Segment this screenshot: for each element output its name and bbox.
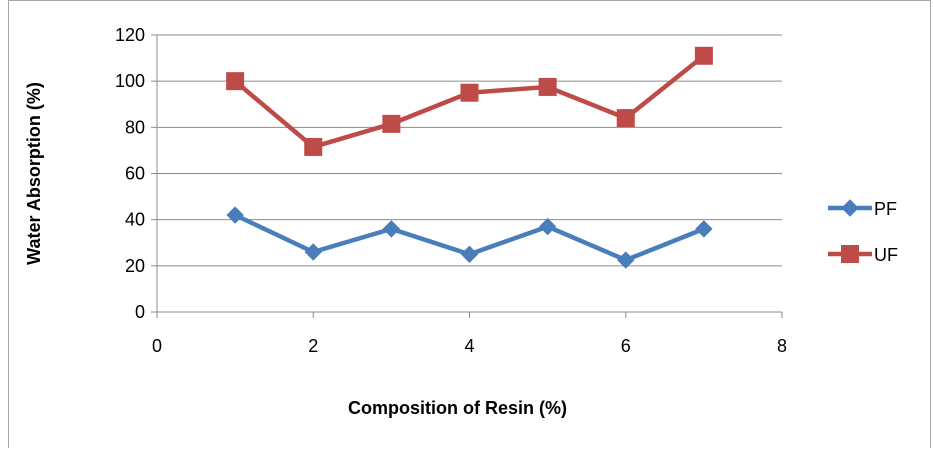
y-tick-label-40: 40	[125, 210, 145, 230]
axes	[151, 34, 783, 318]
y-tick-label-60: 60	[125, 164, 145, 184]
x-tick-label-4: 4	[464, 336, 474, 356]
data-point-pf-2	[304, 243, 322, 261]
x-tick-label-0: 0	[152, 336, 162, 356]
y-tick-label-20: 20	[125, 256, 145, 276]
y-tick-labels: 0 20 40 60 80 100 120	[115, 25, 145, 322]
legend-item-uf: UF	[828, 245, 898, 265]
x-tick-label-6: 6	[621, 336, 631, 356]
data-point-pf-4	[460, 245, 479, 263]
data-point-uf-5	[538, 77, 557, 96]
y-axis-title: Water Absorption (%)	[24, 82, 44, 265]
chart-frame	[8, 0, 931, 448]
data-point-uf-4	[460, 83, 479, 102]
x-tick-label-8: 8	[777, 336, 787, 356]
series-group	[226, 46, 713, 269]
y-tick-label-100: 100	[115, 71, 145, 91]
legend-label-pf: PF	[874, 199, 897, 219]
data-point-pf-6	[617, 251, 635, 269]
x-tick-labels: 0 2 4 6 8	[152, 336, 787, 356]
legend-marker-uf	[841, 245, 859, 263]
data-point-pf-7	[695, 220, 713, 238]
data-point-pf-3	[382, 220, 401, 238]
data-point-uf-7	[694, 46, 713, 65]
series-pf	[226, 206, 713, 269]
data-point-uf-3	[382, 114, 401, 133]
data-point-uf-2	[304, 137, 323, 156]
y-tick-label-0: 0	[135, 302, 145, 322]
legend-marker-pf	[841, 199, 859, 217]
gridlines	[157, 34, 782, 267]
data-point-uf-1	[226, 72, 245, 91]
data-point-uf-6	[616, 109, 635, 128]
y-tick-label-120: 120	[115, 25, 145, 45]
legend: PF UF	[828, 199, 898, 265]
legend-item-pf: PF	[828, 199, 897, 219]
x-axis-title: Composition of Resin (%)	[348, 398, 567, 418]
series-uf	[226, 46, 713, 156]
data-point-pf-1	[226, 206, 244, 224]
data-point-pf-5	[538, 217, 557, 236]
y-tick-label-80: 80	[125, 117, 145, 137]
x-tick-label-2: 2	[308, 336, 318, 356]
legend-label-uf: UF	[874, 245, 898, 265]
